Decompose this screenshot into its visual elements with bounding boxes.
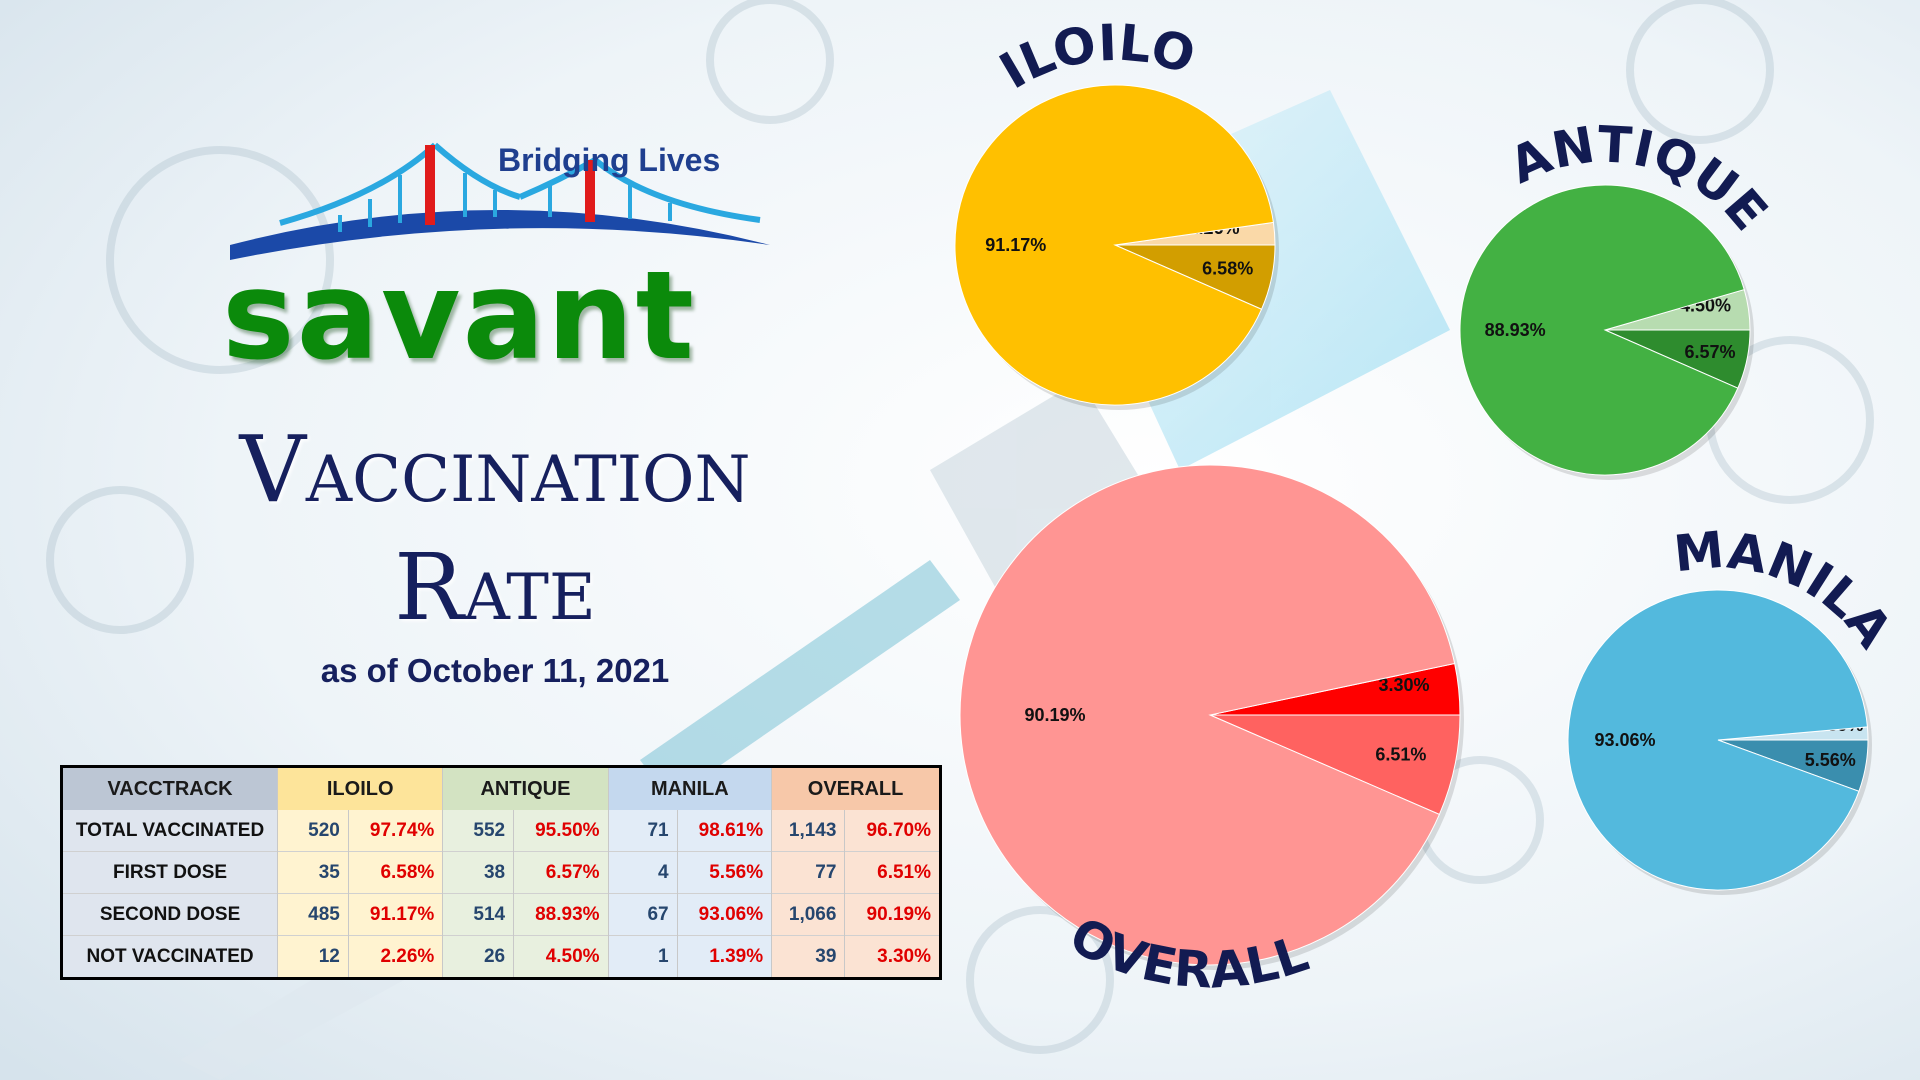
pie-data-label: 90.19% <box>1024 705 1085 725</box>
cell-percent: 6.58% <box>348 851 444 894</box>
cell-count: 514 <box>442 893 515 936</box>
cell-percent: 6.57% <box>513 851 609 894</box>
cell-count: 35 <box>277 851 349 894</box>
table-row: NOT VACCINATED 12 2.26% 26 4.50% 1 1.39%… <box>61 935 941 979</box>
cell-count: 1,143 <box>771 810 846 852</box>
cell-count: 38 <box>442 851 515 894</box>
cell-count: 26 <box>442 935 515 979</box>
cell-count: 1 <box>608 935 678 979</box>
pie-overall: 3.30% 6.51% 90.19% <box>959 464 1464 970</box>
row-label: NOT VACCINATED <box>61 935 279 979</box>
pie-manila: 1.39%5.56%93.06% <box>1567 589 1872 895</box>
pie-data-label: 93.06% <box>1594 730 1655 750</box>
table-row: FIRST DOSE 35 6.58% 38 6.57% 4 5.56% 77 … <box>61 851 941 894</box>
brand-name: savant <box>222 245 696 387</box>
pie-data-label: 88.93% <box>1485 320 1546 340</box>
pie-slice <box>954 84 1274 406</box>
cell-percent: 2.26% <box>348 935 444 979</box>
header-manila: MANILA <box>608 766 773 810</box>
cell-percent: 98.61% <box>677 810 773 852</box>
as-of-date: as of October 11, 2021 <box>320 652 670 689</box>
cell-percent: 3.30% <box>844 935 941 979</box>
pie-data-label: 5.56% <box>1805 750 1856 770</box>
pie-antique: 4.50%6.57%88.93% <box>1459 184 1754 480</box>
cell-percent: 95.50% <box>513 810 609 852</box>
pie-data-label: 91.17% <box>985 235 1046 255</box>
cell-percent: 93.06% <box>677 893 773 936</box>
bridge-logo <box>230 142 770 260</box>
cell-percent: 4.50% <box>513 935 609 979</box>
cell-percent: 1.39% <box>677 935 773 979</box>
brand-tagline: Bridging Lives <box>498 142 721 178</box>
cell-count: 485 <box>277 893 349 936</box>
pie-iloilo: 2.26%6.58%91.17% <box>954 84 1279 410</box>
cell-count: 1,066 <box>771 893 846 936</box>
page-title-line1: Vaccination <box>239 416 751 523</box>
cell-percent: 97.74% <box>348 810 444 852</box>
cell-percent: 90.19% <box>844 893 941 936</box>
cell-percent: 5.56% <box>677 851 773 894</box>
cell-count: 520 <box>277 810 349 852</box>
cell-percent: 91.17% <box>348 893 444 936</box>
cell-count: 552 <box>442 810 515 852</box>
pie-slice <box>1459 184 1745 476</box>
pie-data-label: 6.51% <box>1375 745 1426 765</box>
cell-count: 12 <box>277 935 349 979</box>
page-title-line2: Rate <box>394 534 596 641</box>
cell-count: 39 <box>771 935 846 979</box>
row-label: SECOND DOSE <box>61 893 279 936</box>
pie-slice <box>1567 589 1868 891</box>
pie-slice <box>959 464 1456 966</box>
header-overall: OVERALL <box>771 766 941 810</box>
cell-count: 67 <box>608 893 678 936</box>
pie-data-label: 3.30% <box>1378 675 1429 695</box>
vacctrack-table: VACCTRACK ILOILO ANTIQUE MANILA OVERALL … <box>60 765 942 980</box>
row-label: TOTAL VACCINATED <box>61 810 279 852</box>
header-antique: ANTIQUE <box>442 766 609 810</box>
pie-data-label: 6.57% <box>1684 342 1735 362</box>
cell-percent: 6.51% <box>844 851 941 894</box>
cell-percent: 88.93% <box>513 893 609 936</box>
row-label: FIRST DOSE <box>61 851 279 894</box>
cell-count: 4 <box>608 851 678 894</box>
cell-count: 77 <box>771 851 846 894</box>
cell-percent: 96.70% <box>844 810 941 852</box>
header-vacctrack: VACCTRACK <box>61 766 279 810</box>
cell-count: 71 <box>608 810 678 852</box>
virus-decor <box>46 0 1874 1054</box>
table-row: SECOND DOSE 485 91.17% 514 88.93% 67 93.… <box>61 893 941 936</box>
table-header-row: VACCTRACK ILOILO ANTIQUE MANILA OVERALL <box>61 766 941 810</box>
table-row: TOTAL VACCINATED 520 97.74% 552 95.50% 7… <box>61 810 941 852</box>
header-iloilo: ILOILO <box>277 766 444 810</box>
pie-data-label: 6.58% <box>1202 259 1253 279</box>
